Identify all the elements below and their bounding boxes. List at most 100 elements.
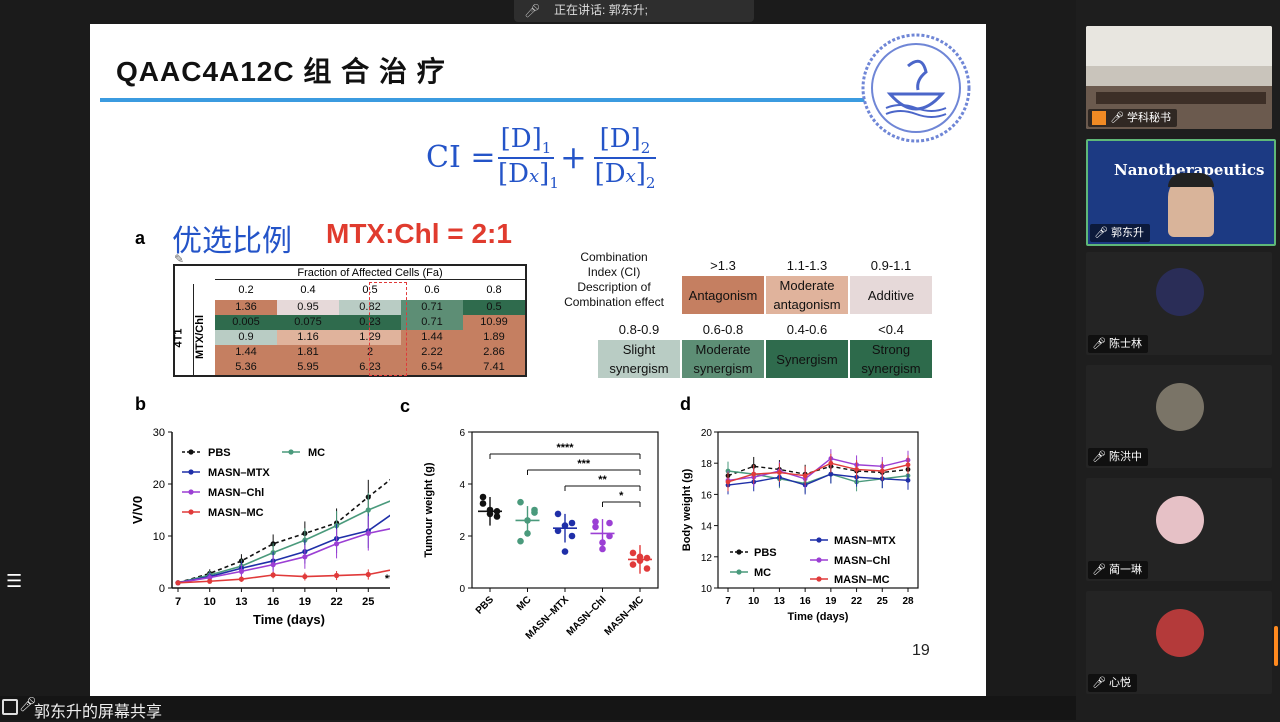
ci-swatch: Synergism — [766, 340, 848, 378]
legend-marker — [188, 449, 194, 455]
data-point — [561, 522, 569, 529]
y-tick-label: 14 — [701, 522, 713, 533]
x-tick-label: 7 — [175, 596, 181, 608]
legend-marker — [288, 449, 294, 455]
slide-title: QAAC4A12C 组 合 治 疗 — [116, 56, 446, 87]
data-point — [365, 507, 371, 513]
y-axis-label: V/V0 — [130, 496, 145, 524]
data-point — [302, 554, 308, 560]
highlight-column — [369, 282, 407, 376]
plot-area: 0102030710131619222528Time (days)V/V0PBS… — [130, 427, 390, 627]
mic-icon: 🎤︎ — [1110, 112, 1124, 124]
y-tick-label: 20 — [701, 428, 713, 439]
y-axis-label: Body weight (g) — [681, 468, 693, 551]
data-point — [486, 510, 494, 518]
data-point — [592, 518, 599, 525]
x-tick-label: MASN–Chl — [565, 594, 609, 638]
x-tick-label: 10 — [204, 596, 216, 608]
data-point — [524, 517, 531, 524]
fa-table: Fraction of Affected Cells (Fa) 4T1 MTX/… — [172, 264, 527, 377]
x-axis-label: Time (days) — [253, 612, 325, 627]
participant-sidebar: 🎤︎ 学科秘书 Nanotherapeutics 🎤︎ 郭东升 🎤︎ 陈士林 🎤… — [1076, 0, 1280, 720]
orange-user-icon — [1092, 111, 1106, 126]
legend-label: MASN–MC — [208, 507, 264, 519]
x-tick-label: PBS — [474, 594, 497, 617]
x-tick-label: MASN–MC — [603, 594, 647, 638]
data-point — [568, 519, 576, 527]
data-point — [554, 510, 562, 518]
participant-tile[interactable]: 🎤︎ 陈士林 — [1086, 252, 1272, 355]
tumor-volume-chart: 0102030710131619222528Time (days)V/V0PBS… — [130, 427, 390, 627]
title-underline — [100, 98, 870, 102]
ratio-value: MTX:Chl = 2:1 — [326, 218, 512, 249]
x-tick-label: 10 — [748, 596, 760, 607]
participant-name: 陈洪中 — [1109, 451, 1143, 463]
screen-title: Nanotherapeutics — [1114, 161, 1265, 179]
panel-letter-b: b — [135, 394, 146, 414]
series-line — [727, 473, 909, 486]
x-tick-label: 19 — [825, 596, 837, 607]
ci-cell: 0.95 — [277, 300, 339, 315]
legend-label: MASN–MC — [834, 574, 890, 586]
y-tick-label: 20 — [153, 479, 165, 491]
mic-muted-icon: 🎤︎ — [1092, 338, 1106, 350]
menu-icon[interactable]: ☰ — [6, 571, 23, 591]
data-point — [365, 571, 371, 578]
participant-tile[interactable]: 🎤︎ 学科秘书 — [1086, 26, 1272, 129]
shared-slide: QAAC4A12C 组 合 治 疗 CI = [D]1 [Dx]1 + [D]2… — [90, 24, 986, 696]
data-point — [777, 470, 782, 475]
mic-muted-icon: 🎤︎ — [1092, 564, 1106, 576]
participant-tile[interactable]: 🎤︎ 蔺一琳 — [1086, 478, 1272, 581]
y-tick-label: 18 — [701, 459, 713, 470]
significance-label: **** — [556, 442, 574, 454]
ci-cell: 1.44 — [401, 330, 463, 345]
series-line — [727, 462, 909, 483]
scrollbar[interactable] — [1274, 626, 1278, 666]
avatar — [1156, 496, 1204, 544]
data-point — [561, 548, 569, 555]
mic-muted-icon: 🎤︎ — [1092, 451, 1106, 463]
significance-label: *** — [577, 458, 591, 470]
ci-range: 1.1-1.3 — [786, 258, 828, 273]
data-point — [636, 557, 644, 564]
mic-icon: 🎤︎ — [19, 696, 37, 712]
y-tick-label: 16 — [701, 490, 713, 501]
data-point — [524, 530, 531, 537]
data-point — [493, 513, 501, 520]
participant-tile-active[interactable]: Nanotherapeutics 🎤︎ 郭东升 — [1086, 139, 1276, 246]
ci-cell: 0.075 — [277, 315, 339, 330]
y-tick-label: 10 — [701, 584, 713, 595]
participant-name: 郭东升 — [1111, 227, 1145, 239]
data-point — [175, 580, 181, 586]
ci-cell: 0.005 — [215, 315, 277, 330]
ci-swatch: Additive — [850, 276, 932, 314]
ci-swatch: Moderate antagonism — [766, 276, 848, 314]
panel-letter-a: a — [135, 228, 146, 248]
x-tick-label: 13 — [235, 596, 247, 608]
share-label: 郭东升的屏幕共享 — [34, 704, 163, 721]
panel-letter-d: d — [680, 394, 691, 414]
mic-icon: 🎤︎ — [524, 3, 541, 18]
fa-value-header: 0.6 — [424, 284, 440, 296]
avatar — [1156, 383, 1204, 431]
series-line — [727, 465, 909, 477]
data-point — [854, 467, 859, 472]
data-point — [879, 468, 885, 474]
plot-frame — [717, 431, 919, 589]
data-point — [270, 562, 276, 568]
ci-cell: 5.36 — [215, 360, 277, 375]
data-point — [554, 527, 562, 535]
bottom-bar: 🎤︎ 郭东升的屏幕共享 — [0, 696, 1076, 721]
legend-marker — [188, 509, 194, 515]
data-point — [802, 473, 808, 479]
significance-label: ** — [598, 474, 607, 486]
pencil-icon: ✎ — [174, 252, 185, 266]
fa-table-header: Fraction of Affected Cells (Fa) — [215, 267, 525, 280]
data-point — [302, 573, 308, 580]
series-line — [177, 514, 390, 584]
participant-tile[interactable]: 🎤︎ 心悦 — [1086, 591, 1272, 694]
participant-tile[interactable]: 🎤︎ 陈洪中 — [1086, 365, 1272, 468]
ci-range: 0.4-0.6 — [786, 322, 828, 337]
university-logo — [861, 33, 971, 143]
ci-cell: 2 — [339, 345, 401, 360]
